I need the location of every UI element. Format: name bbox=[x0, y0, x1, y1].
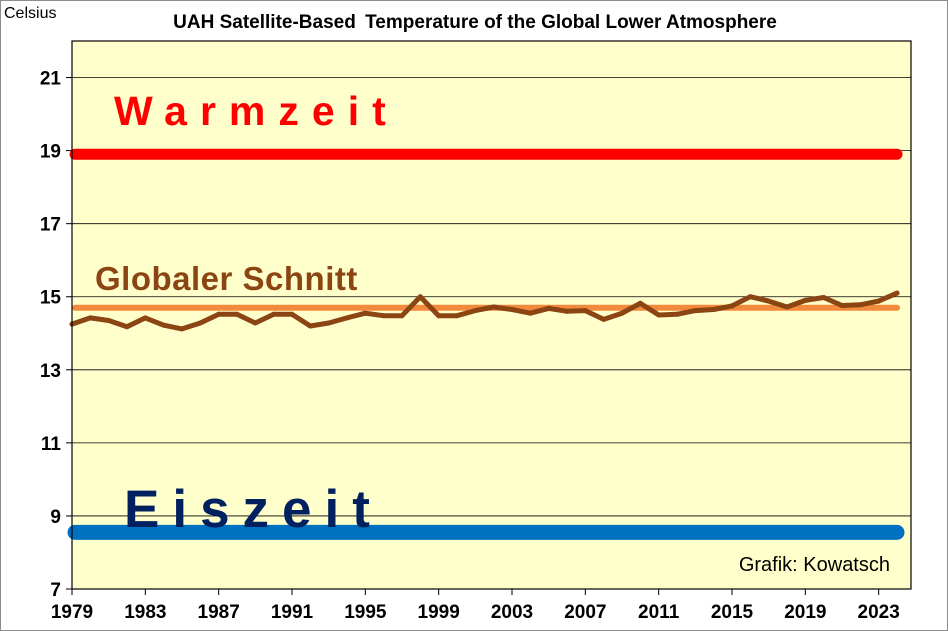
x-tick-label-1999: 1999 bbox=[418, 602, 460, 623]
y-tick-label-15: 15 bbox=[40, 288, 62, 309]
data-point-1994 bbox=[344, 315, 350, 321]
plot-border bbox=[71, 40, 912, 590]
data-point-2018 bbox=[784, 304, 790, 310]
data-point-2003 bbox=[509, 307, 515, 313]
data-point-1999 bbox=[436, 313, 442, 319]
data-point-2014 bbox=[711, 307, 717, 313]
band-label-warmzeit: Warmzeit bbox=[114, 88, 399, 134]
data-point-1980 bbox=[87, 315, 93, 321]
y-tick-label-19: 19 bbox=[40, 142, 61, 163]
band-label-globaler-schnitt: Globaler Schnitt bbox=[95, 260, 358, 297]
y-axis-unit: Celsius bbox=[4, 5, 56, 22]
data-point-2008 bbox=[601, 316, 607, 322]
data-point-2017 bbox=[766, 298, 772, 304]
chart-title-part2: Temperature of the Global Lower Atmosphe… bbox=[365, 12, 777, 33]
data-point-2010 bbox=[637, 300, 643, 306]
data-point-1995 bbox=[362, 310, 368, 316]
data-point-2021 bbox=[839, 303, 845, 309]
x-tick-label-1983: 1983 bbox=[124, 602, 166, 623]
x-tick-label-2007: 2007 bbox=[564, 602, 606, 623]
y-tick-label-13: 13 bbox=[40, 361, 61, 382]
data-point-2020 bbox=[821, 294, 827, 300]
data-point-1983 bbox=[142, 315, 148, 321]
data-point-2007 bbox=[582, 308, 588, 314]
band-label-eiszeit: Eiszeit bbox=[124, 480, 383, 539]
data-point-1987 bbox=[216, 311, 222, 317]
data-point-2011 bbox=[656, 312, 662, 318]
data-point-2006 bbox=[564, 308, 570, 314]
x-tick-label-2011: 2011 bbox=[638, 602, 680, 623]
data-point-2005 bbox=[546, 305, 552, 311]
y-axis-ticks: 7 9 11 13 15 17 19 21 bbox=[40, 69, 72, 601]
data-point-1985 bbox=[179, 326, 185, 332]
data-point-2013 bbox=[692, 308, 698, 314]
data-point-2009 bbox=[619, 310, 625, 316]
data-point-2012 bbox=[674, 311, 680, 317]
data-point-2024 bbox=[894, 290, 900, 296]
data-point-1991 bbox=[289, 311, 295, 317]
series-line-0 bbox=[69, 290, 900, 332]
y-tick-label-17: 17 bbox=[40, 215, 61, 236]
x-axis-ticks: 1979 1983 1987 1991 1995 1999 2003 2007 2011 2015… bbox=[51, 589, 900, 623]
x-tick-label-1995: 1995 bbox=[344, 602, 387, 623]
chart-title-part1: UAH Satellite-Based bbox=[173, 12, 356, 33]
x-tick-label-2023: 2023 bbox=[858, 602, 900, 623]
data-point-2019 bbox=[802, 297, 808, 303]
data-point-2000 bbox=[454, 313, 460, 319]
data-point-2015 bbox=[729, 303, 735, 309]
data-point-1989 bbox=[252, 320, 258, 326]
temperature-series bbox=[69, 290, 900, 332]
data-point-2023 bbox=[876, 298, 882, 304]
data-point-1982 bbox=[124, 324, 130, 330]
data-point-2002 bbox=[491, 304, 497, 310]
x-tick-label-1991: 1991 bbox=[271, 602, 314, 623]
data-point-1984 bbox=[161, 322, 167, 328]
reference-band-labels: Warmzeit Globaler Schnitt Eiszeit bbox=[95, 88, 399, 539]
x-tick-label-2019: 2019 bbox=[784, 602, 826, 623]
chart-title: UAH Satellite-Based Temperature of the G… bbox=[173, 12, 777, 33]
data-point-1981 bbox=[106, 317, 112, 323]
data-point-1992 bbox=[307, 323, 313, 329]
x-tick-label-1987: 1987 bbox=[198, 602, 240, 623]
data-point-2022 bbox=[857, 302, 863, 308]
data-point-1993 bbox=[326, 320, 332, 326]
chart-credit: Grafik: Kowatsch bbox=[739, 554, 890, 576]
x-tick-label-1979: 1979 bbox=[51, 602, 93, 623]
y-tick-label-9: 9 bbox=[50, 507, 61, 528]
data-point-1990 bbox=[271, 311, 277, 317]
data-point-1997 bbox=[399, 313, 405, 319]
data-point-2016 bbox=[747, 294, 753, 300]
y-tick-label-21: 21 bbox=[40, 69, 62, 90]
x-tick-label-2003: 2003 bbox=[491, 602, 533, 623]
data-point-2004 bbox=[527, 310, 533, 316]
y-tick-label-11: 11 bbox=[41, 434, 62, 455]
x-tick-label-2015: 2015 bbox=[711, 602, 754, 623]
data-point-1986 bbox=[197, 320, 203, 326]
data-point-1988 bbox=[234, 311, 240, 317]
data-point-2001 bbox=[472, 308, 478, 314]
data-point-1996 bbox=[381, 313, 387, 319]
data-point-1998 bbox=[417, 294, 423, 300]
y-tick-label-7: 7 bbox=[50, 580, 61, 601]
